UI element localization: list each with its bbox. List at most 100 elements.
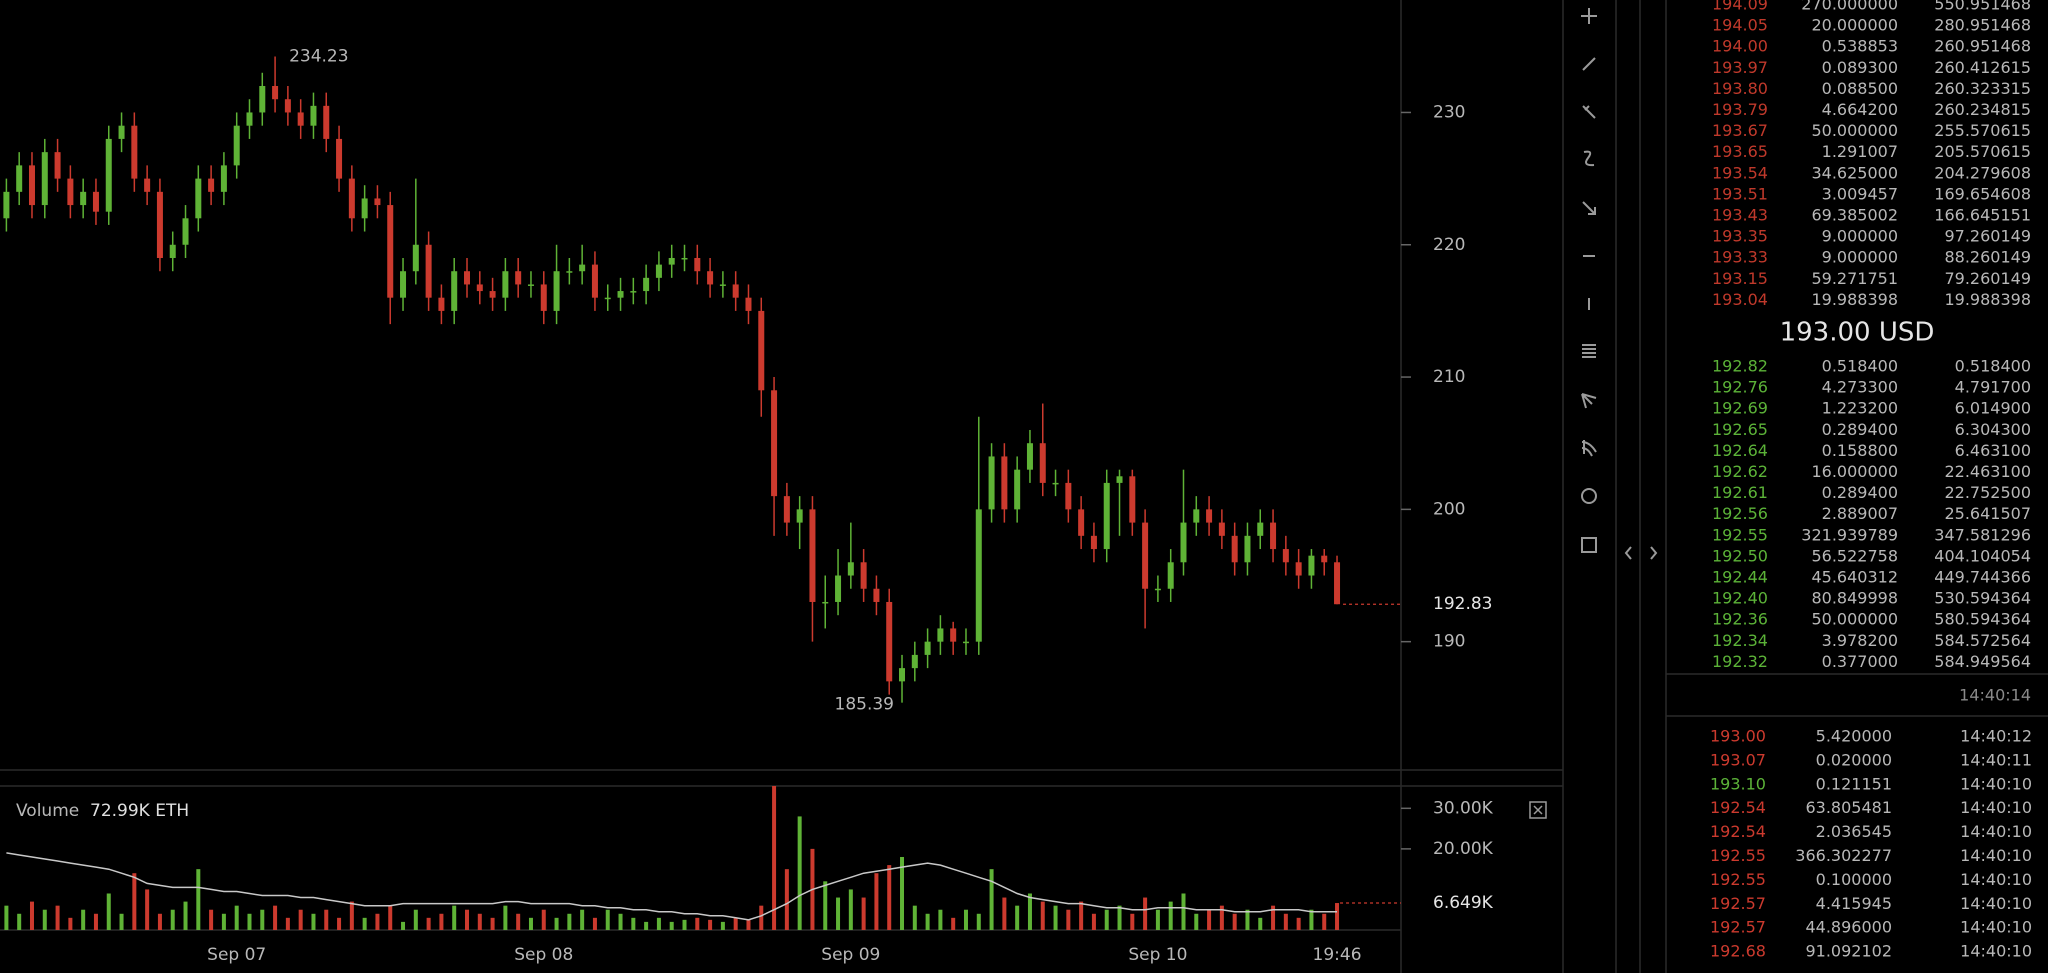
bids-amount: 0.377000 (1822, 652, 1898, 671)
candle-body (630, 291, 637, 293)
trade-time: 14:40:10 (1960, 822, 2032, 841)
bids-total: 404.104054 (1934, 546, 2031, 565)
volume-bar (963, 909, 968, 930)
volume-bar (912, 905, 917, 930)
collapse-left[interactable] (1624, 546, 1632, 560)
fib-tool[interactable] (1582, 344, 1596, 358)
volume-bar (260, 909, 265, 930)
mid-price: 193.00 USD (1780, 318, 1935, 348)
circle-tool[interactable] (1581, 488, 1597, 504)
asks-amount: 0.088500 (1822, 79, 1898, 98)
volume-bar (1130, 913, 1135, 930)
bids-price: 192.82 (1712, 357, 1768, 376)
x-tick-label: 19:46 (1313, 945, 1362, 965)
volume-bar (413, 909, 418, 930)
candle-body (1334, 562, 1341, 605)
volume-bar (106, 893, 111, 930)
trades-time: 14:40:14 (1959, 686, 2031, 705)
fan-tool[interactable] (1581, 393, 1597, 409)
candle-body (1282, 549, 1289, 563)
bids-amount: 4.273300 (1822, 378, 1898, 397)
rectangle-tool[interactable] (1581, 537, 1597, 553)
y-tick-label: 30.00K (1433, 798, 1494, 818)
close-volume-button[interactable] (1529, 801, 1547, 819)
volume-bar (759, 905, 764, 930)
volume-bar (887, 865, 892, 930)
crosshair-tool[interactable] (1581, 8, 1597, 24)
bids-total: 4.791700 (1955, 378, 2031, 397)
volume-bar (1258, 917, 1263, 930)
volume-bar (1053, 905, 1058, 930)
trade-time: 14:40:10 (1960, 870, 2032, 889)
candle-body (924, 641, 931, 655)
y-tick-label: 200 (1433, 499, 1465, 519)
close-volume-icon[interactable] (1533, 805, 1543, 815)
candle-body (1257, 522, 1264, 536)
curve-tool[interactable] (1583, 150, 1595, 167)
ray-tool[interactable] (1582, 105, 1596, 119)
trade-price: 193.00 (1710, 727, 1766, 746)
volume-bar (170, 909, 175, 930)
bids-amount: 0.289400 (1822, 483, 1898, 502)
volume-bar (541, 909, 546, 930)
last-price-label: 192.83 (1433, 594, 1492, 614)
bids-amount: 0.289400 (1822, 420, 1898, 439)
asks-price: 194.09 (1712, 0, 1768, 14)
candle-body (3, 191, 10, 219)
candle-body (1295, 562, 1302, 576)
volume-bar (1309, 909, 1314, 930)
candle-body (1206, 509, 1213, 523)
candle-body (950, 628, 957, 642)
volume-bar (439, 913, 444, 930)
candle-body (118, 125, 125, 139)
trade-price: 192.57 (1710, 918, 1766, 937)
x-tick-label: Sep 07 (207, 945, 266, 965)
asks-amount: 270.000000 (1801, 0, 1898, 14)
volume-bar (132, 873, 137, 930)
candle-body (169, 244, 176, 258)
candle-body (361, 198, 368, 219)
asks-amount: 1.291007 (1822, 142, 1898, 161)
asks-amount: 20.000000 (1811, 16, 1898, 35)
candle-body (1116, 476, 1123, 483)
bids-price: 192.50 (1712, 546, 1768, 565)
arrow-tool[interactable] (1582, 201, 1596, 215)
volume-bar (209, 909, 214, 930)
volume-bar (784, 869, 789, 930)
bids-amount: 0.158800 (1822, 441, 1898, 460)
volume-bar (1322, 913, 1327, 930)
volume-bar (861, 897, 866, 930)
bids-price: 192.62 (1712, 462, 1768, 481)
collapse-right[interactable] (1650, 546, 1658, 560)
volume-bar (631, 917, 636, 930)
volume-bar (644, 921, 649, 930)
bids-total: 530.594364 (1934, 589, 2031, 608)
asks-price: 193.54 (1712, 163, 1768, 182)
asks-amount: 9.000000 (1822, 227, 1898, 246)
volume-bar (503, 905, 508, 930)
volume-bar (298, 909, 303, 930)
volume-bar (17, 913, 22, 930)
volume-bar (1194, 913, 1199, 930)
asks-total: 205.570615 (1934, 142, 2031, 161)
volume-bar (247, 913, 252, 930)
trade-price: 193.10 (1710, 774, 1766, 793)
candle-body (515, 271, 522, 285)
asks-total: 280.951468 (1934, 16, 2031, 35)
bids-amount: 56.522758 (1811, 546, 1898, 565)
pitchfork-tool[interactable] (1581, 440, 1597, 457)
candle-body (873, 588, 880, 602)
asks-amount: 59.271751 (1811, 269, 1898, 288)
candle-body (1014, 469, 1021, 510)
bids-price: 192.61 (1712, 483, 1768, 502)
candle-body (451, 271, 458, 311)
volume-bar (874, 873, 879, 930)
candle-body (835, 575, 842, 602)
volume-legend-value: 72.99K ETH (90, 801, 189, 821)
line-tool[interactable] (1582, 57, 1596, 71)
asks-amount: 69.385002 (1811, 206, 1898, 225)
candle-body (962, 641, 969, 644)
bids-amount: 1.223200 (1822, 399, 1898, 418)
candle-body (796, 509, 803, 523)
